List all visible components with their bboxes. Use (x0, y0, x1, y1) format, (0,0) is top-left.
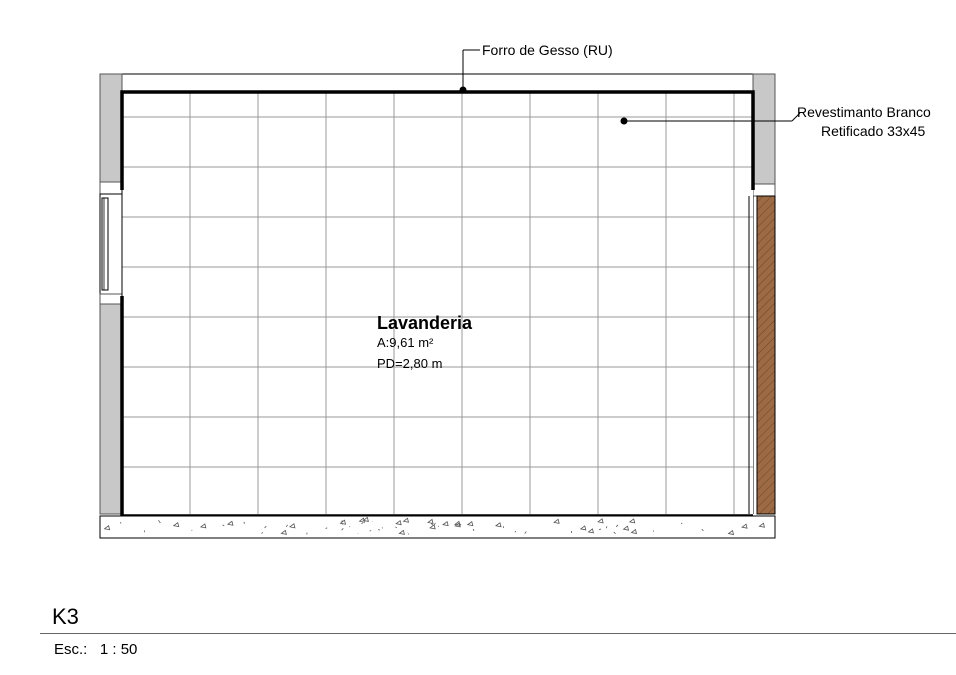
floor-speckles (103, 516, 765, 536)
title-rule (40, 633, 956, 634)
floor-speckle (378, 529, 381, 531)
floor-speckle (222, 524, 225, 527)
floor-speckle (598, 528, 602, 530)
floor-speckle (430, 522, 434, 526)
floor-speckle (395, 526, 398, 529)
floor-speckle (613, 531, 616, 534)
scale-value: 1 : 50 (99, 641, 138, 658)
floor-speckle (741, 523, 748, 529)
floor-speckle (172, 521, 180, 528)
right-wall (752, 73, 776, 515)
floor-speckle (429, 524, 436, 530)
floor-speckle (402, 517, 410, 523)
floor-speckle (701, 528, 704, 531)
room-name: Lavanderia (377, 313, 473, 333)
floor-speckle (158, 520, 161, 523)
floor-speckle (553, 518, 560, 524)
floor-speckle (264, 525, 267, 529)
floor-speckle (587, 528, 594, 534)
floor-speckle (453, 520, 461, 526)
wall-finish-label-2: Retificado 33x45 (821, 123, 926, 139)
floor-speckle (339, 519, 347, 525)
floor-speckle (280, 529, 287, 535)
floor-speckle (459, 523, 462, 526)
room-area: A:9,61 m² (377, 335, 434, 350)
floor-speckle (630, 528, 638, 535)
floor-speckle (433, 522, 436, 525)
floor-speckle (524, 531, 527, 534)
floor-speckle (615, 524, 619, 528)
room-ceiling-height: PD=2,80 m (377, 356, 442, 371)
floor-speckle (579, 525, 587, 531)
scale-label: Esc.: (54, 641, 88, 658)
floor-speckle (622, 525, 630, 531)
floor-speckle (514, 530, 517, 533)
floor-speckle (727, 529, 735, 536)
floor-speckle (495, 522, 502, 528)
floor-slab (99, 515, 776, 539)
ceiling-band (121, 73, 754, 93)
left-wall (99, 73, 123, 515)
floor-speckle (605, 526, 608, 529)
floor-speckle (466, 520, 474, 527)
floor-speckle (199, 523, 207, 529)
floor-speckle (285, 524, 288, 527)
tile-wall (122, 92, 753, 514)
floor-speckle (358, 517, 366, 523)
ceiling-callout (459, 49, 480, 94)
floor-speckle (362, 516, 369, 522)
ceiling-label: Forro de Gesso (RU) (482, 42, 613, 58)
floor-speckle (398, 529, 405, 535)
wall-finish-callout (620, 112, 801, 125)
floor-speckle (159, 521, 161, 524)
scale-line: Esc.: 1 : 50 (54, 641, 956, 658)
view-id: K3 (52, 604, 79, 629)
tile-grid (122, 92, 753, 514)
floor-speckle (472, 528, 475, 531)
floor-speckle (261, 532, 263, 534)
floor-speckle (442, 520, 449, 527)
wall-finish-label-1: Revestimanto Branco (797, 104, 931, 120)
floor-speckle (628, 518, 636, 524)
view-title-block: K3 Esc.: 1 : 50 (40, 604, 956, 658)
floor-speckle (395, 520, 402, 526)
floor-speckle (361, 522, 363, 525)
floor-speckle (597, 518, 604, 524)
floor-speckle (341, 527, 344, 531)
floor-speckle (119, 521, 122, 524)
floor-speckle (758, 522, 765, 528)
floor-speckle (325, 527, 328, 529)
floor-speckle (103, 525, 111, 531)
floor-speckle (288, 523, 296, 529)
floor-speckle (226, 520, 234, 526)
floor-speckle (427, 518, 434, 524)
